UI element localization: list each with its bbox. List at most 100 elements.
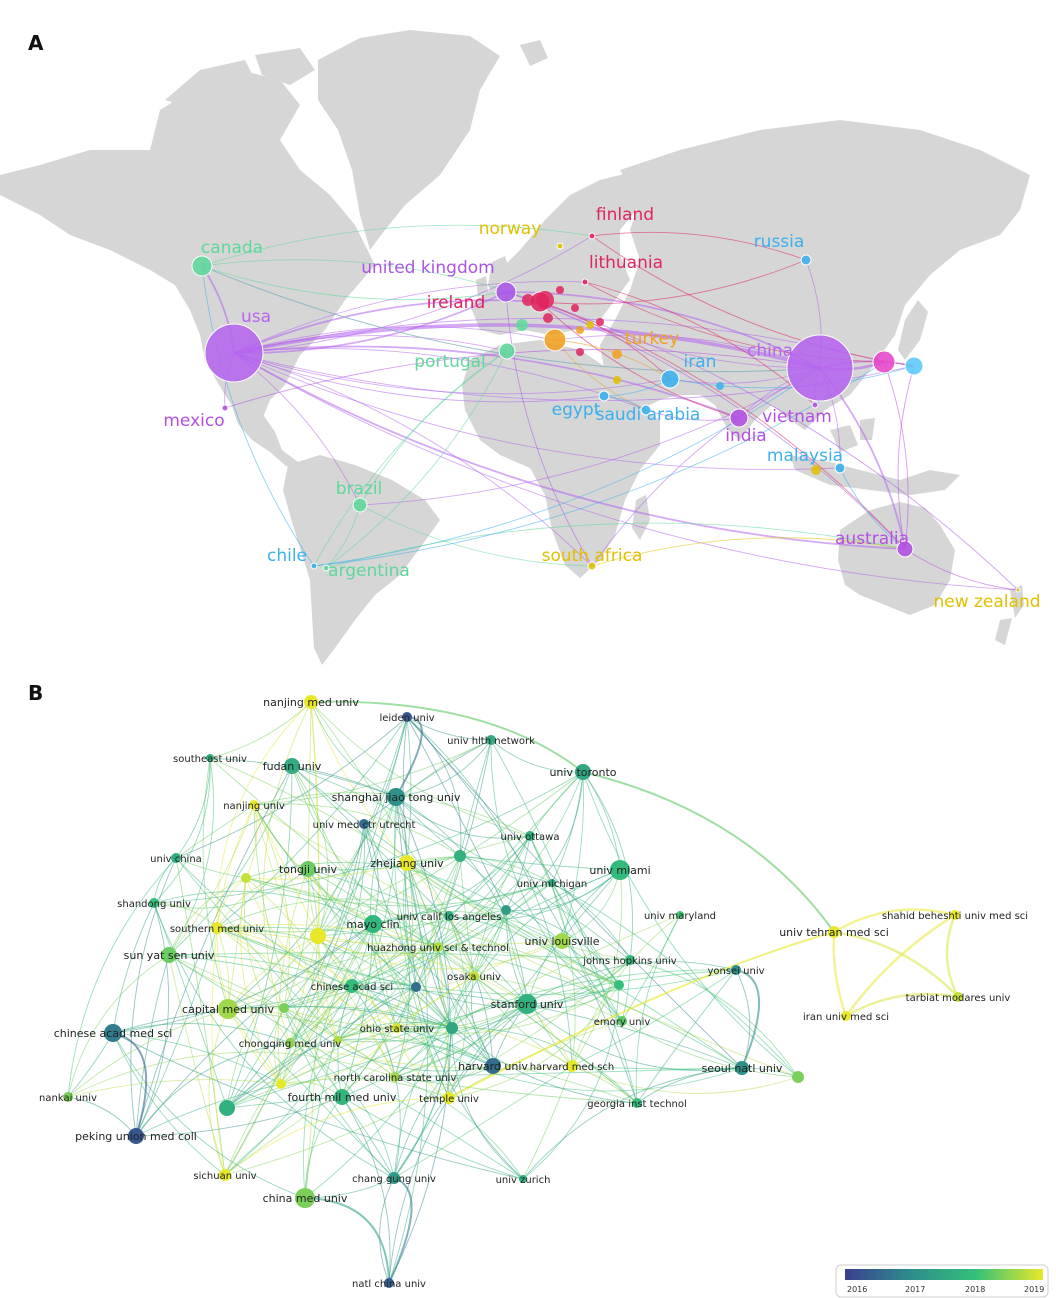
network-edge [396, 1027, 450, 1099]
panel-b-letter: B [28, 681, 43, 705]
map-edge [883, 361, 909, 550]
network-label-fudan_univ: fudan univ [263, 760, 322, 773]
network-edge [337, 986, 417, 1041]
network-edge [448, 984, 620, 1099]
network-edge [216, 927, 230, 1010]
network-edge [396, 1027, 494, 1067]
map-label-lithuania: lithuania [589, 253, 663, 273]
network-node-univ_maryland [676, 911, 684, 919]
network-edge [448, 835, 531, 917]
network-node-harvard_univ [485, 1058, 501, 1074]
network-edge [245, 877, 398, 1029]
network-label-north_carolina_state_univ: north carolina state univ [334, 1073, 457, 1084]
network-edge [245, 877, 528, 1005]
network-edge [317, 935, 339, 1041]
network-edge [67, 1032, 114, 1098]
network-edge [372, 923, 398, 1029]
network-edge [67, 954, 170, 1098]
panel-a: A [0, 30, 1041, 665]
network-edge [112, 1032, 282, 1085]
map-node-finland [588, 232, 596, 240]
network-edge [263, 701, 312, 1044]
map-edge [233, 352, 1019, 591]
central-america-shape [230, 400, 300, 470]
network-edge [226, 984, 620, 1109]
map-node-korea [904, 356, 924, 376]
map-edge [897, 365, 915, 550]
map-edge [645, 409, 740, 421]
network-edge [621, 959, 631, 1022]
network-label-huazhong_univ_sci_technol: huazhong univ sci & technol [367, 943, 509, 954]
network-edge [289, 855, 461, 1044]
network-label-nanjing_med_univ: nanjing med univ [263, 696, 359, 709]
network-edge [459, 855, 621, 871]
network-node-unlabeled [310, 928, 326, 944]
network-label-johns_hopkins_univ: johns hopkins univ [582, 956, 677, 967]
network-node-ohio_state_univ [392, 1023, 402, 1033]
network-edge [341, 1096, 395, 1179]
network-label-fourth_mil_med_univ: fourth mil med univ [288, 1091, 397, 1104]
network-edge [67, 857, 177, 1098]
map-node-egypt [598, 390, 610, 402]
network-edge [304, 985, 353, 1199]
map-label-turkey: turkey [625, 329, 679, 349]
network-edge [406, 862, 631, 961]
network-edge [67, 1008, 229, 1098]
arctic-islands-shape [165, 40, 548, 110]
madagascar-shape [632, 495, 650, 540]
map-edge [233, 235, 593, 354]
network-edge [283, 882, 553, 1009]
network-edge [175, 857, 453, 1029]
japan-shape [898, 300, 928, 360]
map-node-united_kingdom [495, 281, 517, 303]
network-label-nanjing_univ: nanjing univ [223, 801, 285, 812]
network-edge [112, 902, 155, 1034]
network-edge [406, 716, 492, 741]
network-edge [526, 959, 631, 1005]
network-edge [291, 765, 329, 937]
network-edge [245, 877, 553, 907]
network-edge [406, 716, 462, 857]
network-edge [240, 877, 282, 1085]
map-edge [505, 291, 1019, 591]
network-label-china_med_univ: china med univ [263, 1192, 348, 1205]
network-edge [307, 701, 312, 870]
network-edge [526, 1003, 743, 1072]
map-node-minor [612, 349, 622, 359]
network-edge [415, 986, 638, 1104]
network-edge [372, 835, 531, 925]
network-edge [522, 1065, 573, 1180]
map-node-brazil [352, 497, 368, 513]
network-edge [317, 909, 507, 937]
network-edge [227, 716, 408, 1010]
map-nodes [191, 232, 1021, 593]
map-edge [313, 361, 885, 567]
network-edge [317, 739, 492, 937]
new-zealand-shape [995, 585, 1024, 645]
network-edge [216, 927, 737, 995]
network-node-leiden_univ [402, 712, 412, 722]
network-label-georgia_inst_technol: georgia inst technol [587, 1099, 687, 1110]
network-node-tarbiat_modares_univ [953, 992, 963, 1002]
network-edge [395, 739, 492, 798]
network-edge [209, 757, 397, 798]
network-edge [351, 985, 743, 1069]
map-node-argentina [322, 564, 330, 572]
network-label-univ_louisville: univ louisville [525, 935, 600, 948]
network-edge [505, 869, 621, 911]
network-edge [168, 952, 631, 961]
network-label-tarbiat_modares_univ: tarbiat modares univ [906, 993, 1011, 1004]
network-edge [363, 823, 379, 925]
network-node-sun_yat_sen_univ [161, 947, 177, 963]
network-edge [135, 1096, 343, 1137]
network-node-fudan_univ [284, 758, 300, 774]
network-edge [406, 862, 494, 1067]
network-edge [67, 1096, 137, 1137]
network-node-univ_hlth_network [486, 735, 496, 745]
map-edge [233, 281, 586, 354]
network-label-zhejiang_univ: zhejiang univ [370, 857, 444, 870]
network-edge [317, 835, 531, 937]
network-nodes [63, 695, 963, 1288]
network-edge [224, 1042, 291, 1176]
